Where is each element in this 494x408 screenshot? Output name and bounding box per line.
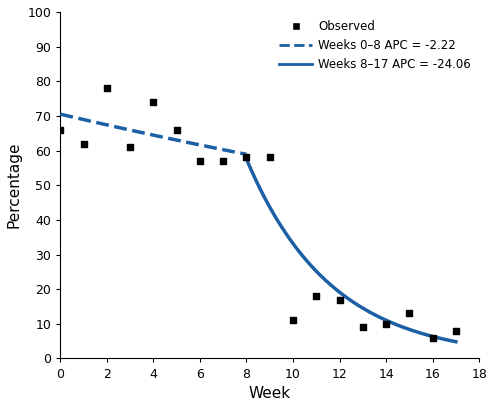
Point	[289, 317, 297, 324]
Point	[406, 310, 413, 317]
Point	[219, 157, 227, 164]
Point	[196, 157, 204, 164]
Point	[243, 154, 250, 161]
Point	[56, 126, 64, 133]
Legend: Observed, Weeks 0–8 APC = -2.22, Weeks 8–17 APC = -24.06: Observed, Weeks 0–8 APC = -2.22, Weeks 8…	[275, 16, 476, 76]
Point	[429, 335, 437, 341]
Point	[335, 296, 343, 303]
Point	[103, 85, 111, 91]
Point	[150, 99, 158, 105]
Point	[452, 328, 460, 334]
Y-axis label: Percentage: Percentage	[7, 142, 22, 228]
Point	[80, 140, 87, 147]
X-axis label: Week: Week	[248, 386, 291, 401]
Point	[359, 324, 367, 330]
Point	[312, 293, 320, 299]
Point	[382, 321, 390, 327]
Point	[266, 154, 274, 161]
Point	[173, 126, 181, 133]
Point	[126, 144, 134, 151]
